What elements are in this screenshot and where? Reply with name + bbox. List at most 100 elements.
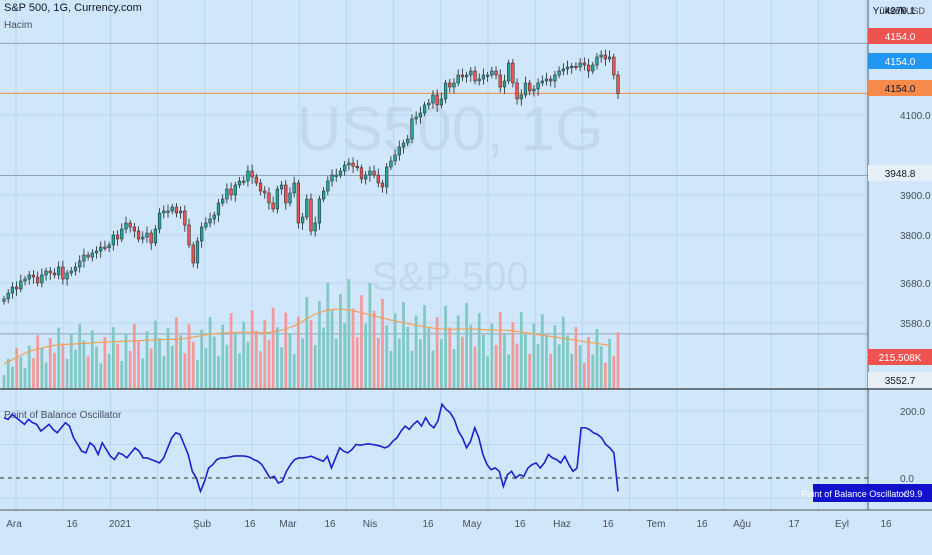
marker-symbol-value: 4154.0	[885, 84, 916, 95]
time-label: 17	[788, 519, 800, 530]
volume-bar	[473, 346, 477, 389]
price-markers: Yüksek4279.1 Al4154.0 Sat4154.0 US5004154.0…	[801, 6, 932, 502]
volume-bar	[111, 327, 115, 389]
volume-bar	[238, 353, 241, 389]
volume-bar	[545, 334, 548, 389]
candle-body	[204, 222, 208, 228]
candle-body	[397, 146, 401, 156]
volume-bar	[95, 346, 98, 389]
candle-body	[271, 202, 275, 210]
candle-body	[595, 56, 599, 66]
candle-body	[136, 230, 141, 240]
candle-body	[103, 246, 107, 249]
volume-bar	[267, 339, 271, 389]
volume-bar	[309, 319, 313, 389]
candle-body	[389, 160, 393, 168]
volume-bar	[11, 366, 14, 389]
volume-bar	[23, 367, 27, 389]
volume-bar	[305, 297, 309, 389]
candle-body	[515, 82, 519, 100]
volume-bar	[154, 320, 157, 389]
volume-bar	[48, 338, 52, 389]
volume-bar	[297, 316, 300, 389]
volume-bar	[469, 324, 473, 389]
candle-body	[351, 162, 355, 167]
volume-bar	[313, 344, 317, 389]
volume-bar	[259, 351, 262, 389]
candle-body	[549, 78, 553, 82]
candle-body	[380, 182, 385, 188]
candle-body	[296, 182, 301, 224]
volume-bar	[254, 330, 258, 389]
volume-bar	[250, 310, 254, 389]
candle-body	[540, 80, 544, 84]
volume-bar	[120, 360, 124, 389]
candle-body	[212, 214, 216, 220]
marker-high-label: Yüksek	[873, 6, 907, 17]
volume-bar	[6, 358, 10, 389]
volume-bar	[599, 346, 603, 389]
candle-body	[221, 198, 225, 204]
volume-bar	[431, 350, 435, 389]
osc-indicator-title: Point of Balance Oscillator	[4, 410, 122, 421]
volume-bar	[528, 353, 532, 389]
volume-bar	[229, 313, 233, 389]
candle-body	[216, 202, 221, 216]
candle-body	[111, 234, 115, 246]
candle-body	[372, 170, 376, 176]
candle-body	[6, 292, 10, 300]
watermark-symbol: US500, 1G	[297, 95, 604, 164]
volume-bar	[511, 322, 515, 389]
volume-bar	[330, 310, 334, 389]
time-axis-labels: Ara 16 2021 Şub 16 Mar 16 Nis 16 May 16 Haz 16 Tem 16 A…	[6, 519, 892, 530]
marker-avg: Ort3948.8	[868, 165, 932, 181]
candle-body	[115, 234, 120, 240]
time-label: 16	[696, 519, 708, 530]
volume-bar	[78, 324, 82, 389]
candle-body	[523, 82, 528, 96]
volume-bar	[591, 354, 595, 389]
candle-body	[258, 182, 263, 192]
volume-bar	[334, 338, 338, 389]
volume-bar	[183, 353, 187, 389]
candle-body	[401, 142, 406, 148]
volume-bar	[376, 337, 380, 389]
marker-high-value: 4279.1	[885, 6, 916, 17]
marker-buy: Al4154.0	[868, 28, 932, 44]
candle-body	[309, 198, 313, 232]
candle-body	[473, 70, 477, 82]
volume-bar	[292, 354, 296, 389]
marker-sell-value: 4154.0	[885, 57, 916, 68]
volume-bar	[74, 349, 77, 389]
candle-body	[376, 174, 380, 184]
volume-bar	[233, 333, 237, 389]
volume-bar	[389, 351, 393, 389]
volume-bar	[318, 301, 321, 389]
candle-body	[191, 244, 195, 264]
candle-body	[254, 176, 258, 184]
candle-body	[36, 276, 40, 284]
candle-body	[78, 260, 82, 268]
osc-marker-box	[813, 484, 932, 502]
candle-body	[187, 224, 191, 246]
marker-symbol: US5004154.0	[868, 80, 932, 96]
volume-bar	[540, 314, 544, 389]
candle-body	[94, 250, 99, 254]
volume-bar	[175, 317, 178, 389]
volume-bar	[612, 355, 616, 389]
volume-bar	[343, 322, 347, 389]
candle-body	[536, 82, 540, 90]
candle-body	[477, 78, 481, 82]
candle-body	[242, 180, 246, 183]
volume-bar	[427, 328, 431, 389]
marker-buy-value-box	[868, 28, 932, 44]
candle-body	[612, 56, 616, 76]
volume-bar	[196, 360, 199, 389]
candle-body	[162, 210, 166, 214]
candle-body	[464, 74, 469, 78]
candle-body	[582, 62, 586, 66]
osc-marker-label: Point of Balance Oscillator	[801, 489, 907, 499]
volume-bar	[477, 313, 481, 389]
